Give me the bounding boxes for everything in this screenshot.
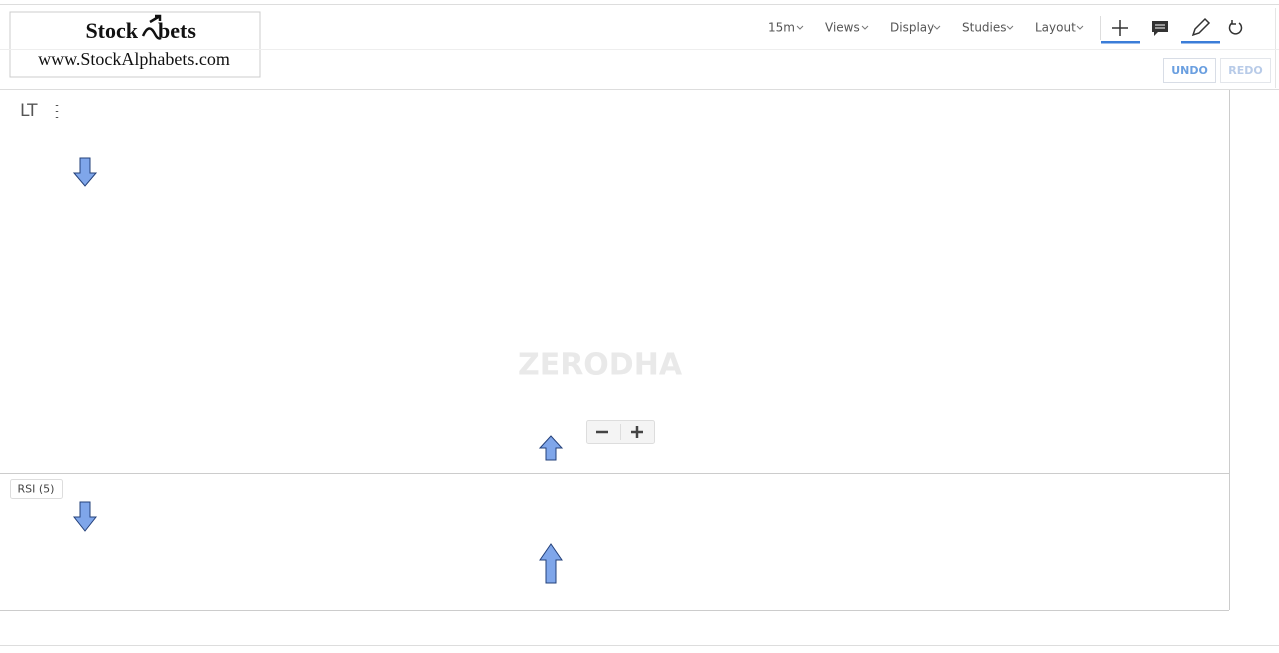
redo-label: REDO (1228, 64, 1262, 77)
interval-menu[interactable]: 15m (768, 21, 795, 35)
undo-button[interactable] (1163, 58, 1216, 83)
active-underline (1181, 41, 1220, 44)
zoom-in[interactable] (631, 426, 643, 438)
study-label-box[interactable] (10, 479, 63, 499)
up-arrow (538, 435, 564, 461)
display-menu[interactable]: Display (890, 21, 934, 35)
views-menu[interactable]: Views (825, 21, 860, 35)
logo-box (9, 11, 261, 78)
logo-left: Stock (85, 18, 138, 43)
logo-right: bets (158, 18, 196, 43)
logo-url: www.StockAlphabets.com (38, 49, 230, 69)
studies-menu[interactable]: Studies (962, 21, 1007, 35)
down-arrow (72, 157, 98, 187)
up-arrow (539, 543, 563, 584)
logo-alpha (141, 14, 162, 40)
active-underline (1101, 41, 1140, 44)
undo-label: UNDO (1171, 64, 1208, 77)
down-arrow (72, 501, 98, 532)
crosshair-icon (1112, 20, 1128, 36)
redo-button[interactable] (1220, 58, 1271, 83)
logo: Stock bets www.StockAlphabets.com (9, 11, 261, 78)
chevron (1076, 25, 1084, 30)
draw-button[interactable] (1181, 17, 1220, 44)
study-label: RSI (5) (18, 483, 55, 496)
chevron (861, 25, 869, 30)
arrows (72, 157, 564, 584)
comment-button[interactable] (1152, 21, 1168, 36)
chevron (796, 25, 804, 30)
layout-menu[interactable]: Layout (1035, 21, 1076, 35)
comment-lines (1155, 24, 1165, 29)
chevron (933, 25, 941, 30)
reset-icon[interactable] (1228, 20, 1243, 35)
zoom-control (586, 420, 655, 444)
chevron (1006, 25, 1014, 30)
pencil-icon (1191, 17, 1211, 37)
toolbar: 15m Views Display Studies Layout UNDO RE… (0, 8, 1279, 88)
watermark: ZERODHA (518, 348, 683, 383)
symbol-label: LT (20, 101, 38, 121)
crosshair-button[interactable] (1101, 20, 1140, 44)
